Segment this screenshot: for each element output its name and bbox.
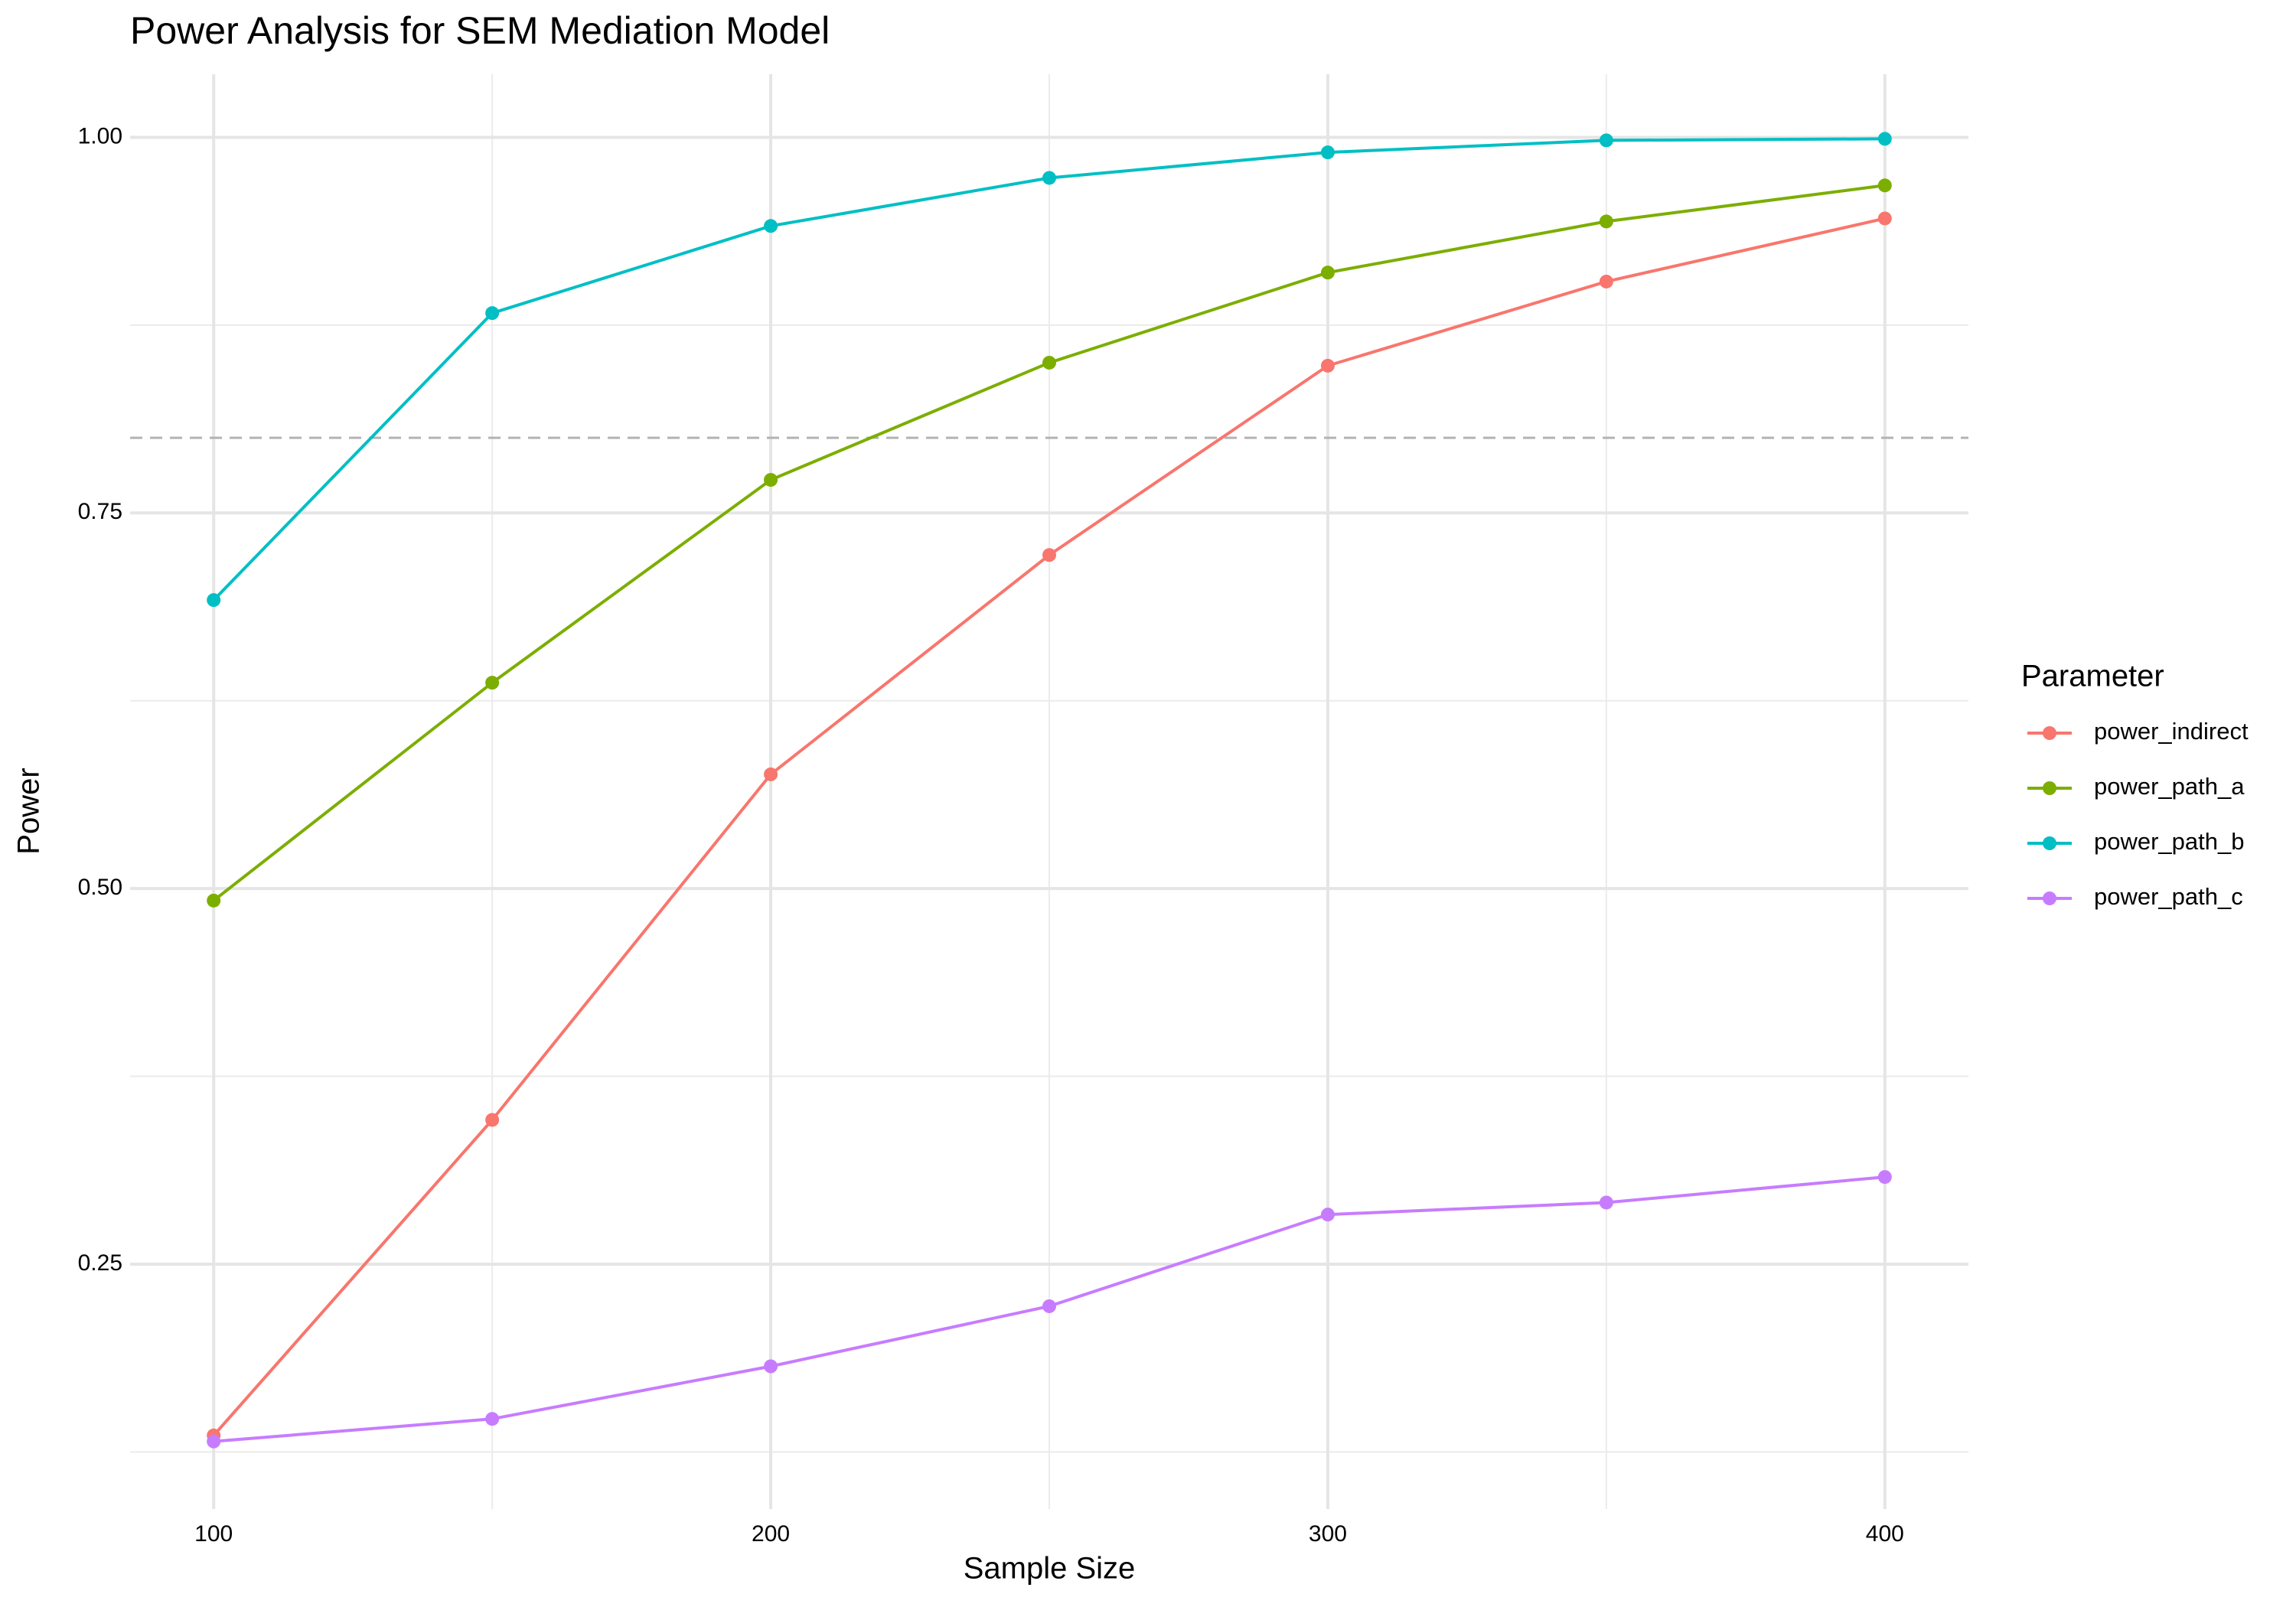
data-point: [1042, 1299, 1056, 1313]
legend-point: [2043, 726, 2056, 740]
data-point: [1599, 1195, 1613, 1210]
legend-label: power_path_c: [2094, 883, 2243, 910]
y-tick-label: 0.25: [78, 1250, 122, 1276]
data-point: [485, 676, 500, 690]
legend-title: Parameter: [2021, 660, 2164, 693]
legend-label: power_indirect: [2094, 718, 2249, 745]
data-point: [1599, 214, 1613, 229]
data-point: [764, 1359, 778, 1374]
legend-label: power_path_b: [2094, 828, 2245, 855]
data-point: [1877, 1170, 1892, 1185]
data-point: [764, 219, 778, 233]
x-tick-label: 300: [1309, 1521, 1347, 1547]
data-point: [1599, 274, 1613, 288]
data-point: [485, 1113, 500, 1127]
x-axis-title: Sample Size: [964, 1552, 1136, 1586]
data-point: [1320, 145, 1335, 160]
y-axis-title: Power: [12, 768, 46, 854]
data-point: [485, 306, 500, 321]
chart-title: Power Analysis for SEM Mediation Model: [130, 9, 830, 52]
data-point: [207, 593, 221, 608]
data-point: [1877, 211, 1892, 226]
data-point: [1877, 132, 1892, 146]
x-tick-label: 100: [194, 1521, 233, 1547]
data-point: [1042, 171, 1056, 185]
data-point: [1320, 1208, 1335, 1222]
data-point: [1320, 358, 1335, 373]
data-point: [485, 1412, 500, 1426]
data-point: [207, 1434, 221, 1449]
data-point: [1042, 548, 1056, 562]
y-tick-label: 1.00: [78, 123, 122, 148]
data-point: [1042, 355, 1056, 370]
legend-point: [2043, 836, 2056, 850]
legend-point: [2043, 781, 2056, 795]
y-tick-label: 0.50: [78, 875, 122, 900]
x-tick-label: 400: [1866, 1521, 1904, 1547]
data-point: [764, 473, 778, 487]
data-point: [1877, 178, 1892, 193]
data-point: [764, 767, 778, 781]
data-point: [207, 893, 221, 908]
data-point: [1599, 133, 1613, 148]
x-tick-label: 200: [752, 1521, 790, 1547]
legend-point: [2043, 892, 2056, 905]
data-point: [1320, 266, 1335, 280]
legend-label: power_path_a: [2094, 773, 2245, 800]
y-tick-label: 0.75: [78, 499, 122, 524]
